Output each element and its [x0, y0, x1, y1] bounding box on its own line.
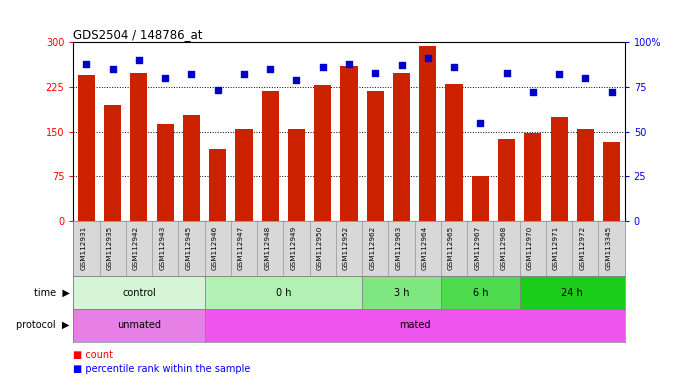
Text: time  ▶: time ▶ [34, 288, 70, 298]
Text: GSM112949: GSM112949 [290, 225, 297, 270]
Bar [441, 276, 520, 309]
Point [554, 71, 565, 78]
Point [133, 57, 144, 63]
Point [212, 88, 223, 94]
Bar [551, 117, 567, 221]
Point [448, 64, 459, 70]
Text: GSM112943: GSM112943 [159, 225, 165, 270]
Text: GSM113345: GSM113345 [606, 225, 611, 270]
Text: ■ percentile rank within the sample: ■ percentile rank within the sample [73, 364, 251, 374]
Bar [498, 139, 515, 221]
Bar [262, 91, 279, 221]
Point [317, 64, 328, 70]
Bar [183, 115, 200, 221]
Point [239, 71, 250, 78]
Text: GSM112948: GSM112948 [265, 225, 270, 270]
Text: GSM112964: GSM112964 [422, 225, 428, 270]
Point [265, 66, 276, 72]
Point [475, 119, 486, 126]
Point [160, 75, 171, 81]
Text: GSM112972: GSM112972 [579, 225, 586, 270]
Point [606, 89, 617, 95]
Text: GSM112931: GSM112931 [80, 225, 87, 270]
Text: 0 h: 0 h [276, 288, 291, 298]
Point [396, 62, 407, 68]
Text: GSM112952: GSM112952 [343, 225, 349, 270]
Text: GSM112965: GSM112965 [448, 225, 454, 270]
Point [527, 89, 538, 95]
Text: protocol  ▶: protocol ▶ [17, 320, 70, 331]
Text: 3 h: 3 h [394, 288, 409, 298]
Bar [472, 176, 489, 221]
Point [107, 66, 118, 72]
Text: GSM112967: GSM112967 [474, 225, 480, 270]
Point [81, 61, 92, 67]
Text: GSM112935: GSM112935 [107, 225, 112, 270]
Bar [209, 149, 226, 221]
Point [422, 55, 433, 61]
Point [186, 71, 197, 78]
Text: GSM112963: GSM112963 [396, 225, 401, 270]
Bar [419, 46, 436, 221]
Point [580, 75, 591, 81]
Point [370, 70, 381, 76]
Bar [73, 276, 205, 309]
Text: GSM112942: GSM112942 [133, 225, 139, 270]
Text: GSM112950: GSM112950 [317, 225, 322, 270]
Bar [362, 276, 441, 309]
Text: GSM112968: GSM112968 [500, 225, 507, 270]
Bar [341, 66, 357, 221]
Bar [288, 129, 305, 221]
Text: control: control [122, 288, 156, 298]
Bar [78, 75, 95, 221]
Bar [156, 124, 174, 221]
Bar [235, 129, 253, 221]
Text: unmated: unmated [117, 320, 161, 331]
Text: GSM112946: GSM112946 [211, 225, 218, 270]
Text: GSM112947: GSM112947 [238, 225, 244, 270]
Bar [603, 142, 620, 221]
Bar [577, 129, 594, 221]
Bar [520, 276, 625, 309]
Text: GSM112945: GSM112945 [186, 225, 191, 270]
Bar [393, 73, 410, 221]
Point [501, 70, 512, 76]
Bar [445, 84, 463, 221]
Text: mated: mated [399, 320, 431, 331]
Bar [205, 276, 362, 309]
Bar [131, 73, 147, 221]
Text: 6 h: 6 h [473, 288, 488, 298]
Bar [73, 309, 205, 342]
Text: ■ count: ■ count [73, 350, 113, 360]
Point [343, 61, 355, 67]
Point [291, 77, 302, 83]
Bar [104, 105, 121, 221]
Text: GSM112962: GSM112962 [369, 225, 376, 270]
Text: GSM112970: GSM112970 [527, 225, 533, 270]
Text: GSM112971: GSM112971 [553, 225, 559, 270]
Bar [205, 309, 625, 342]
Bar [314, 85, 332, 221]
Bar [366, 91, 384, 221]
Text: GDS2504 / 148786_at: GDS2504 / 148786_at [73, 28, 203, 41]
Text: 24 h: 24 h [561, 288, 583, 298]
Bar [524, 133, 542, 221]
